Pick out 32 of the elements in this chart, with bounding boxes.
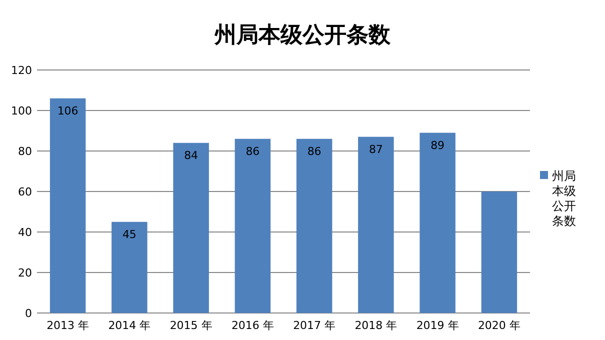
bar [112, 222, 148, 313]
data-label: 86 [246, 144, 260, 158]
legend-label: 州局本级公开条数 [552, 169, 576, 228]
data-label: 86 [307, 144, 322, 158]
x-tick-label: 2015 年 [170, 319, 212, 332]
y-tick-label: 100 [11, 104, 32, 118]
chart-title: 州局本级公开条数 [214, 23, 392, 48]
x-tick-label: 2018 年 [354, 319, 398, 332]
y-tick-label: 80 [18, 145, 32, 158]
data-label: 87 [368, 142, 383, 156]
x-tick-label: 2019 年 [416, 319, 459, 332]
bar [234, 138, 271, 313]
bar [173, 142, 209, 313]
y-tick-label: 60 [18, 186, 32, 198]
y-tick-label: 120 [11, 64, 32, 77]
bar [296, 138, 332, 313]
data-label: 106 [57, 104, 78, 118]
data-label: 89 [430, 138, 445, 152]
y-tick-label: 0 [25, 307, 32, 320]
bar [420, 132, 456, 313]
x-tick-label: 2016 年 [231, 319, 274, 332]
data-label: 45 [122, 228, 136, 241]
x-tick-label: 2020 年 [478, 319, 520, 332]
data-label: 84 [184, 148, 198, 162]
x-tick-label: 2017 年 [293, 319, 336, 332]
bar [50, 98, 86, 313]
x-tick-label: 2014 年 [108, 319, 151, 332]
y-tick-label: 40 [18, 226, 32, 239]
bar [358, 136, 394, 313]
y-tick-label: 20 [18, 266, 32, 280]
bar [481, 192, 518, 313]
x-tick-label: 2013 年 [46, 319, 90, 332]
